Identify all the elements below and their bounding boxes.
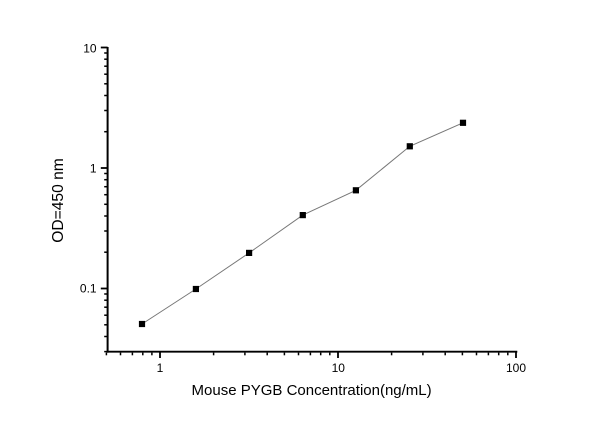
svg-text:100: 100 — [506, 361, 526, 375]
svg-text:0.1: 0.1 — [80, 281, 97, 295]
svg-text:Mouse PYGB Concentration(ng/mL: Mouse PYGB Concentration(ng/mL) — [192, 382, 432, 399]
svg-text:OD=450 nm: OD=450 nm — [50, 158, 67, 243]
svg-text:1: 1 — [157, 361, 164, 375]
svg-text:10: 10 — [332, 361, 346, 375]
svg-text:10: 10 — [83, 41, 97, 55]
svg-text:1: 1 — [90, 161, 97, 175]
